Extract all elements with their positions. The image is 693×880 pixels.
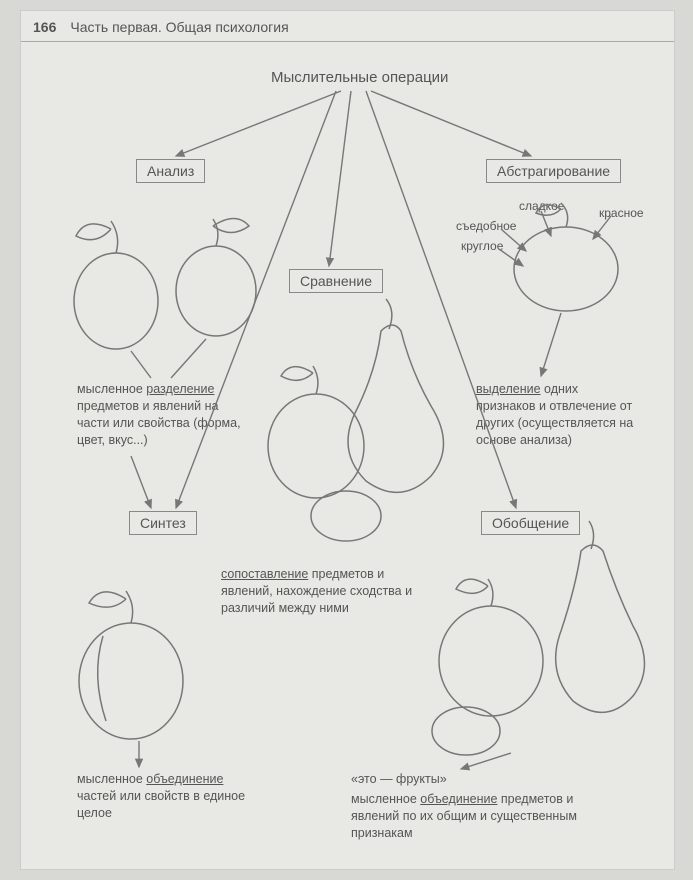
label-edible: съедобное bbox=[456, 219, 516, 233]
box-abstraction: Абстрагирование bbox=[486, 159, 621, 183]
quote-generalization: «это — фрукты» bbox=[351, 771, 447, 788]
page-number: 166 bbox=[33, 19, 56, 35]
diagram-title: Мыслительные операции bbox=[271, 69, 448, 86]
desc-synthesis: мысленное объединение частей или свойств… bbox=[77, 771, 252, 822]
page-header: 166 Часть первая. Общая психология bbox=[21, 11, 674, 42]
label-round: круглое bbox=[461, 239, 503, 253]
illus-analysis bbox=[74, 219, 256, 350]
box-generalization: Обобщение bbox=[481, 511, 580, 535]
illus-generalization bbox=[432, 521, 645, 755]
illus-synthesis bbox=[79, 591, 183, 739]
label-red: красное bbox=[599, 206, 644, 220]
label-sweet: сладкое bbox=[519, 199, 564, 213]
desc-comparison: сопоставление предметов и явлений, нахож… bbox=[221, 566, 416, 617]
box-comparison: Сравнение bbox=[289, 269, 383, 293]
part-label: Часть первая. Общая психология bbox=[70, 19, 288, 35]
desc-abstraction: выделение одних признаков и отвлечение о… bbox=[476, 381, 641, 449]
box-synthesis: Синтез bbox=[129, 511, 197, 535]
desc-analysis: мысленное разделение предметов и явлений… bbox=[77, 381, 252, 449]
box-analysis: Анализ bbox=[136, 159, 205, 183]
illus-comparison bbox=[268, 299, 444, 541]
page: 166 Часть первая. Общая психология Мысли… bbox=[20, 10, 675, 870]
desc-generalization: мысленное объединение предметов и явлени… bbox=[351, 791, 621, 842]
